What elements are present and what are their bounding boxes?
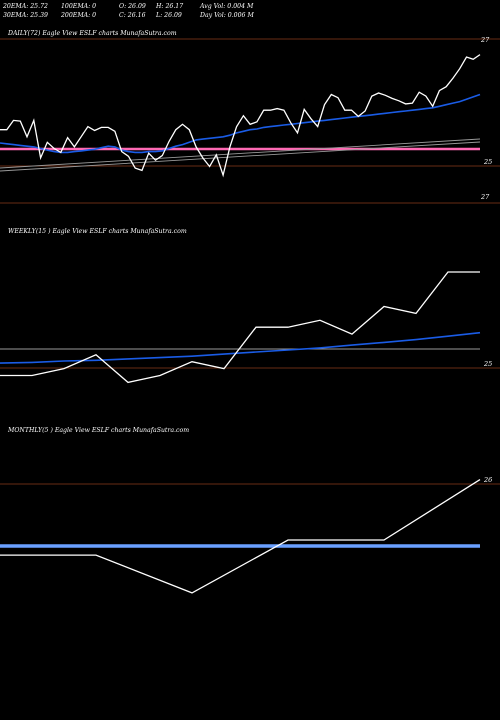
stat-day-vol: Day Vol: 0.006 M [200,12,254,19]
daily-trend-line-1 [0,138,481,169]
daily-tick-bottom: 27 [480,193,490,201]
daily-ema-line [0,93,481,154]
stat-200ema: 200EMA: 0 [61,12,97,19]
stat-close: C: 26.16 [119,12,146,19]
monthly-tick: 26 [483,476,492,484]
monthly-panel-label: MONTHLY(5 ) Eagle View ESLF charts Munaf… [8,427,190,434]
stat-30ema: 30EMA: 25.39 [3,12,48,19]
stat-100ema: 100EMA: 0 [61,3,97,10]
daily-tick-top: 27 [480,36,490,44]
daily-trend-line-2 [0,141,481,172]
monthly-price-line [0,479,481,594]
weekly-ema-line [0,331,481,364]
daily-tick-mid: 25 [483,158,492,166]
weekly-panel-label: WEEKLY(15 ) Eagle View ESLF charts Munaf… [8,228,187,235]
stat-open: O: 26.09 [119,3,146,10]
weekly-tick: 25 [483,360,492,368]
stat-high: H: 26.17 [156,3,184,10]
stat-avg-vol: Avg Vol: 0.004 M [200,3,254,10]
weekly-price-line [0,271,480,384]
stat-low: L: 26.09 [156,12,182,19]
stat-20ema: 20EMA: 25.72 [3,3,48,10]
daily-panel-label: DAILY(72) Eagle View ESLF charts MunafaS… [8,30,177,37]
daily-price-line [0,54,481,178]
